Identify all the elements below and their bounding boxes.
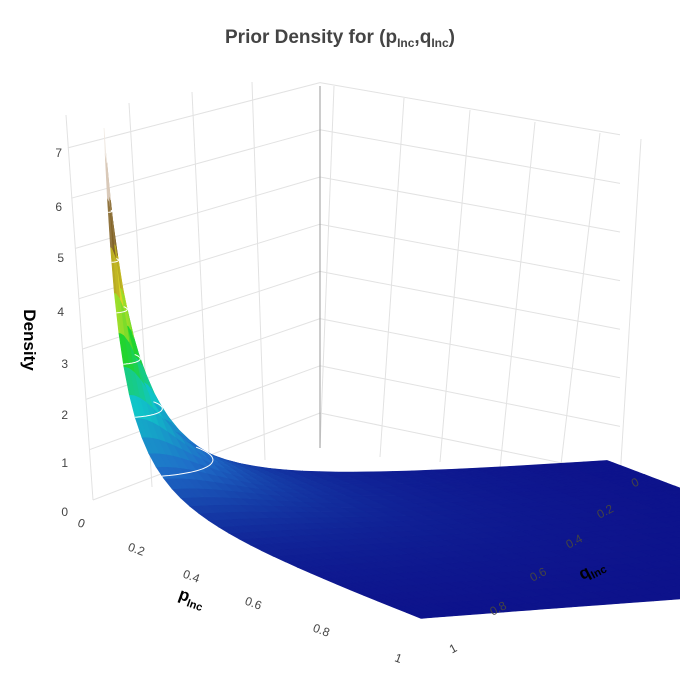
wall-gridline-v bbox=[379, 97, 405, 458]
contour-line bbox=[123, 354, 141, 365]
label-layer: 0123456700.20.40.60.8100.20.40.60.81Dens… bbox=[20, 146, 642, 666]
wall-gridline-z bbox=[319, 365, 621, 427]
surface-facet bbox=[103, 127, 108, 164]
surface-facet bbox=[354, 471, 375, 473]
z-tick-label: 7 bbox=[55, 146, 62, 160]
wall-gridline-z bbox=[85, 318, 321, 400]
wall-gridline-v bbox=[319, 85, 335, 449]
contour-line bbox=[116, 306, 128, 314]
wall-gridline-z bbox=[319, 270, 621, 330]
wall-gridline-z bbox=[89, 365, 321, 451]
wall-gridline-z bbox=[319, 223, 621, 282]
x-tick-label: 0.8 bbox=[311, 621, 332, 640]
wall-gridline-z bbox=[319, 129, 621, 184]
wall-gridline-v bbox=[251, 81, 266, 461]
grid-layer bbox=[65, 81, 642, 501]
z-tick-label: 0 bbox=[61, 505, 68, 519]
z-axis-title: Density bbox=[20, 309, 39, 371]
wall-gridline-v bbox=[619, 138, 642, 479]
z-tick-label: 6 bbox=[55, 200, 62, 214]
z-tick-label: 3 bbox=[61, 357, 68, 371]
x-tick-label: 0 bbox=[76, 516, 87, 532]
x-tick-label: 0.4 bbox=[181, 567, 202, 586]
z-tick-label: 1 bbox=[61, 456, 68, 470]
wall-gridline-v bbox=[439, 109, 471, 463]
title-suffix: ) bbox=[448, 27, 455, 48]
contour-layer bbox=[108, 209, 214, 477]
wall-gridline-v bbox=[559, 132, 601, 474]
contour-line bbox=[162, 446, 214, 477]
wall-gridline-z bbox=[319, 318, 621, 379]
x-tick-label: 0.6 bbox=[243, 594, 264, 613]
surface-facet bbox=[372, 471, 394, 473]
x-tick-label: 0.2 bbox=[126, 540, 147, 559]
contour-line bbox=[135, 401, 163, 418]
surface-layer bbox=[103, 127, 680, 619]
wall-gridline-v bbox=[499, 121, 536, 469]
title-sub-p: Inc bbox=[397, 36, 415, 50]
title-prefix: Prior Density for (p bbox=[225, 27, 398, 48]
wall-gridline-v bbox=[191, 91, 211, 475]
wall-gridline-z bbox=[319, 176, 621, 233]
title-mid: ,q bbox=[414, 27, 432, 48]
title-sub-q: Inc bbox=[431, 36, 449, 50]
z-tick-label: 2 bbox=[61, 408, 68, 422]
z-tick-label: 4 bbox=[57, 305, 64, 319]
z-tick-label: 5 bbox=[57, 251, 64, 265]
x-tick-label: 1 bbox=[393, 651, 404, 667]
wall-gridline-v bbox=[65, 114, 94, 501]
wall-gridline-z bbox=[319, 82, 621, 136]
contour-line bbox=[108, 209, 113, 213]
wall-gridline-z bbox=[67, 82, 321, 149]
x-axis-title: pInc bbox=[175, 584, 207, 614]
y-tick-label: 1 bbox=[447, 641, 460, 657]
surface-facet bbox=[319, 471, 338, 473]
chart-title: Prior Density for (pInc,qInc) bbox=[0, 27, 680, 50]
contour-line bbox=[111, 258, 119, 263]
